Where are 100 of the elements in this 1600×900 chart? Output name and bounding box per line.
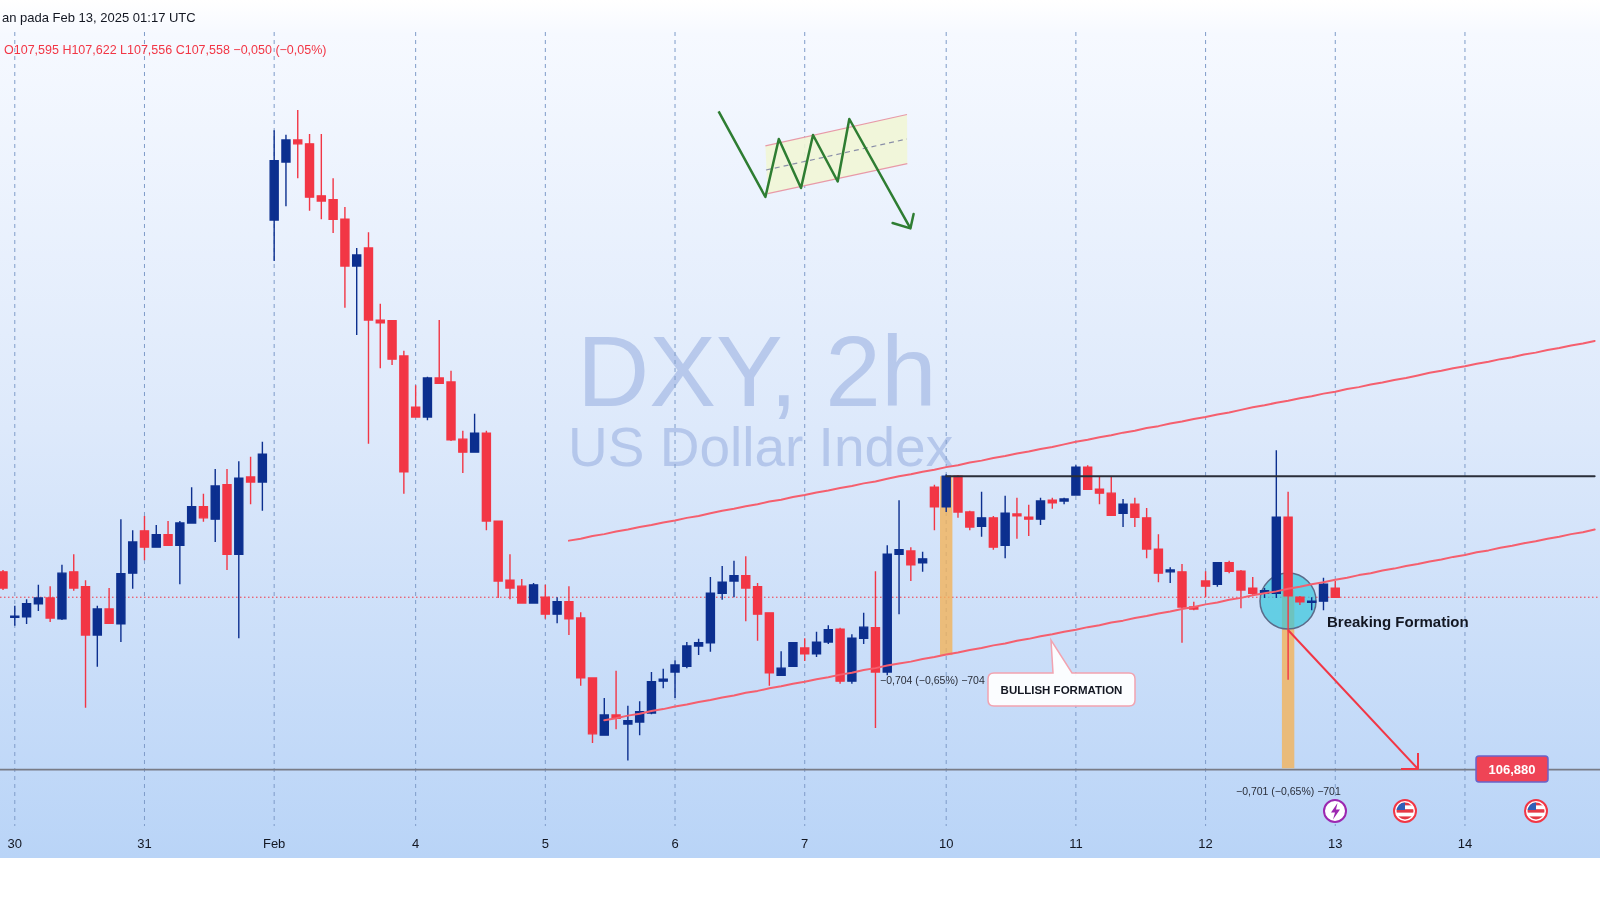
candlestick [139,515,150,561]
x-tick-label: 12 [1198,836,1213,851]
candlestick [953,474,963,519]
candlestick [623,705,633,762]
candlestick [564,585,574,636]
candlestick [222,468,232,571]
candlestick [57,564,67,621]
candlestick [1000,495,1010,559]
candlestick [186,486,197,525]
candlestick [293,109,303,179]
x-tick-label: 4 [412,836,420,851]
x-tick-label: 5 [541,836,549,851]
candlestick [552,596,562,624]
annotation: Breaking Formation [1327,613,1469,630]
candlestick [399,349,409,495]
candlestick [1071,464,1081,497]
candlestick [434,319,444,385]
candlestick [410,384,421,419]
candlestick [257,441,268,512]
candlestick [682,641,692,669]
x-tick-label: Feb [262,836,286,851]
candlestick [269,129,279,262]
candlestick [10,604,20,627]
candlestick [422,376,433,421]
candlestick [151,524,161,549]
candlestick [1306,596,1317,611]
candlestick [788,641,798,668]
x-tick-label: 14 [1457,836,1473,851]
candlestick [304,133,315,212]
candlestick [127,529,138,590]
candlestick [1141,507,1152,559]
candlestick [69,553,79,592]
candlestick [116,518,126,643]
candlestick [446,370,456,442]
candlestick [965,510,975,531]
candlestick [1106,476,1116,517]
candlestick [1059,497,1069,505]
candlestick [387,319,397,366]
candlestick [941,473,951,513]
candlestick [576,611,586,687]
candlestick [1118,498,1128,528]
candlestick [198,493,209,523]
candlestick [894,499,904,615]
text: O107,595 H107,622 L107,556 C107,558 −0,050 (−0,05%) [4,43,327,57]
candlestick [1024,504,1034,537]
candlestick [163,520,173,547]
candlestick [705,576,716,653]
candlestick [858,612,869,645]
candlestick [1224,560,1234,574]
candlestick [764,611,775,687]
candlestick [1094,476,1105,505]
candlestick [1248,576,1258,596]
x-tick-label: 31 [137,836,152,851]
annotation: BULLISH FORMATION [1000,683,1123,696]
candlestick [0,569,8,591]
candlestick [375,303,385,369]
candlestick [104,587,114,625]
candlestick [670,659,680,699]
text: −0,701 (−0,65%) −701 [1236,785,1341,797]
candlestick [976,491,987,538]
candlestick [587,676,598,744]
candlestick [528,582,539,605]
candlestick [469,413,480,454]
candlestick [929,483,940,531]
candlestick [234,460,244,639]
candlestick [811,631,822,658]
candlestick [328,177,338,234]
candlestick [92,604,103,668]
candlestick [776,650,786,677]
candlestick [1165,566,1175,584]
candlestick [316,133,327,220]
candlestick [847,633,857,685]
candlestick [245,456,256,505]
x-tick-label: 30 [7,836,23,851]
candlestick [729,560,739,598]
candlestick [1295,595,1305,606]
candlestick [1236,569,1246,609]
candlestick [823,624,834,645]
candlestick [351,247,362,336]
candlestick [458,430,468,474]
candlestick [363,231,374,445]
text: an pada Feb 13, 2025 01:17 UTC [2,10,196,25]
x-tick-label: 13 [1328,836,1343,851]
candlestick [917,550,928,573]
candlestick [1212,561,1223,588]
candlestick [658,668,668,689]
candlestick [175,520,185,585]
x-tick-label: 11 [1069,836,1083,851]
x-tick-label: 6 [671,836,679,851]
candlestick [906,546,916,582]
candlestick [835,627,845,685]
annotation: −0,704 (−0,65%) −704 [880,674,985,686]
candlestick [1318,577,1329,611]
candlestick [340,206,350,309]
candlestick [210,468,220,543]
candlestick [800,637,810,662]
x-tick-label: 10 [938,836,954,851]
candlestick [1035,497,1046,526]
candlestick [693,638,704,656]
candlestick [1047,497,1058,510]
